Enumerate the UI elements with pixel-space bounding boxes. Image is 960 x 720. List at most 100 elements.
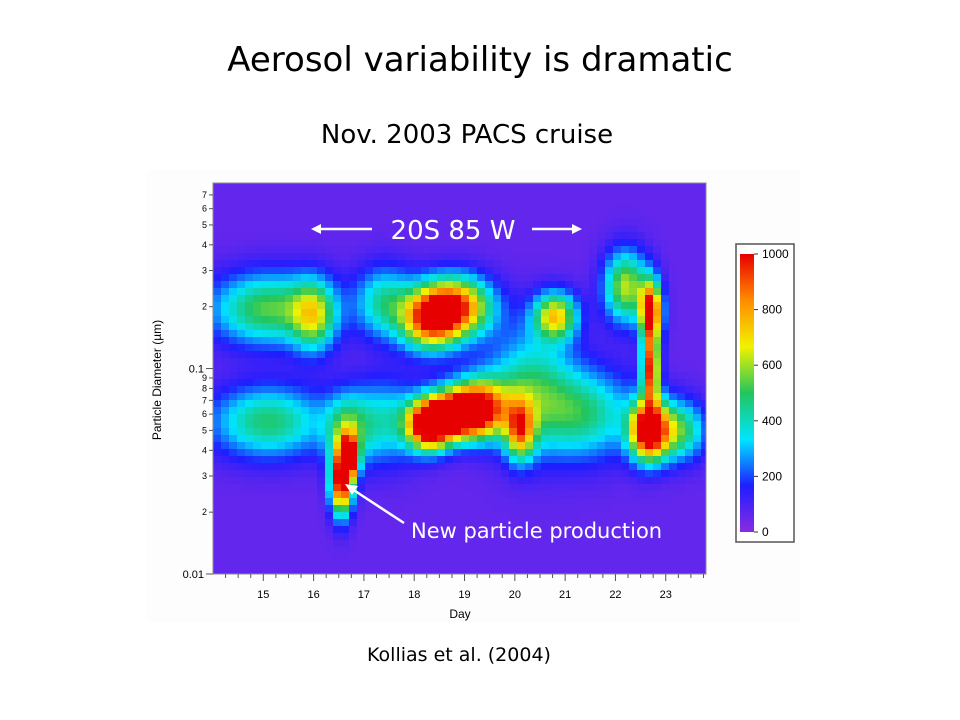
heatmap-cell — [549, 400, 558, 408]
heatmap-cell — [565, 309, 574, 317]
heatmap-cell — [237, 267, 246, 275]
heatmap-cell — [597, 400, 606, 408]
heatmap-cell — [397, 351, 406, 359]
heatmap-cell — [629, 365, 638, 373]
heatmap-cell — [341, 449, 350, 457]
heatmap-cell — [285, 225, 294, 233]
heatmap-cell — [253, 337, 262, 345]
heatmap-cell — [525, 540, 534, 548]
heatmap-cell — [397, 246, 406, 254]
heatmap-cell — [429, 323, 438, 331]
heatmap-cell — [317, 484, 326, 492]
heatmap-cell — [669, 337, 678, 345]
heatmap-cell — [325, 400, 334, 408]
heatmap-cell — [365, 512, 374, 520]
heatmap-cell — [221, 393, 230, 401]
heatmap-cell — [253, 540, 262, 548]
heatmap-cell — [381, 246, 390, 254]
heatmap-cell — [669, 512, 678, 520]
heatmap-cell — [509, 540, 518, 548]
heatmap-cell — [397, 554, 406, 562]
heatmap-cell — [581, 225, 590, 233]
heatmap-cell — [573, 260, 582, 268]
heatmap-cell — [573, 295, 582, 303]
heatmap-cell — [293, 288, 302, 296]
heatmap-cell — [261, 211, 270, 219]
heatmap-cell — [237, 540, 246, 548]
heatmap-cell — [493, 421, 502, 429]
heatmap-cell — [253, 302, 262, 310]
heatmap-cell — [637, 526, 646, 534]
heatmap-cell — [357, 512, 366, 520]
heatmap-cell — [381, 344, 390, 352]
heatmap-cell — [245, 435, 254, 443]
heatmap-cell — [357, 470, 366, 478]
heatmap-cell — [357, 211, 366, 219]
heatmap-cell — [445, 225, 454, 233]
heatmap-cell — [653, 211, 662, 219]
heatmap-cell — [293, 253, 302, 261]
heatmap-cell — [437, 512, 446, 520]
heatmap-cell — [341, 267, 350, 275]
heatmap-cell — [621, 309, 630, 317]
heatmap-cell — [309, 554, 318, 562]
heatmap-cell — [677, 183, 686, 191]
heatmap-cell — [589, 225, 598, 233]
heatmap-cell — [477, 190, 486, 198]
heatmap-cell — [549, 568, 558, 574]
heatmap-cell — [341, 407, 350, 415]
heatmap-cell — [525, 498, 534, 506]
heatmap-cell — [437, 288, 446, 296]
heatmap-cell — [445, 330, 454, 338]
heatmap-cell — [557, 477, 566, 485]
heatmap-cell — [621, 498, 630, 506]
heatmap-cell — [245, 463, 254, 471]
heatmap-cell — [565, 526, 574, 534]
heatmap-cell — [541, 484, 550, 492]
heatmap-cell — [533, 561, 542, 569]
heatmap-cell — [677, 512, 686, 520]
heatmap-cell — [413, 204, 422, 212]
heatmap-cell — [301, 253, 310, 261]
heatmap-cell — [213, 449, 222, 457]
heatmap-cell — [637, 533, 646, 541]
heatmap-cell — [285, 372, 294, 380]
heatmap-cell — [397, 225, 406, 233]
heatmap-cell — [621, 428, 630, 436]
heatmap-cell — [397, 183, 406, 191]
heatmap-cell — [397, 309, 406, 317]
heatmap-cell — [525, 281, 534, 289]
heatmap-cell — [509, 253, 518, 261]
heatmap-cell — [213, 288, 222, 296]
heatmap-cell — [693, 246, 702, 254]
heatmap-cell — [493, 463, 502, 471]
heatmap-cell — [349, 477, 358, 485]
heatmap-cell — [533, 491, 542, 499]
heatmap-cell — [549, 519, 558, 527]
heatmap-cell — [669, 372, 678, 380]
heatmap-cell — [661, 568, 670, 574]
heatmap-cell — [517, 428, 526, 436]
heatmap-cell — [389, 295, 398, 303]
heatmap-cell — [629, 274, 638, 282]
heatmap-cell — [541, 372, 550, 380]
heatmap-cell — [373, 197, 382, 205]
heatmap-cell — [645, 379, 654, 387]
heatmap-cell — [349, 246, 358, 254]
heatmap-cell — [277, 281, 286, 289]
heatmap-cell — [573, 456, 582, 464]
heatmap-cell — [557, 316, 566, 324]
heatmap-cell — [493, 547, 502, 555]
heatmap-cell — [301, 211, 310, 219]
heatmap-cell — [285, 309, 294, 317]
heatmap-cell — [381, 267, 390, 275]
heatmap-cell — [645, 393, 654, 401]
heatmap-cell — [549, 365, 558, 373]
heatmap-cell — [245, 232, 254, 240]
heatmap-cell — [685, 393, 694, 401]
heatmap-cell — [597, 428, 606, 436]
heatmap-cell — [613, 232, 622, 240]
heatmap-cell — [453, 505, 462, 513]
heatmap-cell — [573, 372, 582, 380]
heatmap-cell — [597, 393, 606, 401]
